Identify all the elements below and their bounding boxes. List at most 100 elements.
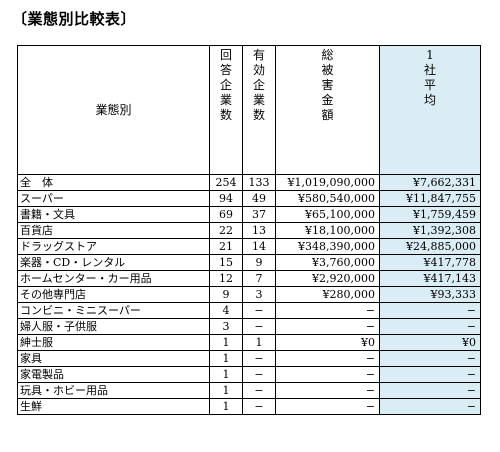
header-valid: 有効企業数 [242,45,276,175]
cell-total-damage: ¥2,920,000 [275,270,380,287]
cell-category: ドラッグストア [17,238,210,255]
cell-average: ¥417,143 [379,270,481,287]
header-total-damage: 総被害金額 [275,45,380,175]
header-char: 答 [219,63,232,77]
header-char: 効 [252,63,265,77]
table-row: 家電製品 1− − − [17,366,481,383]
cell-valid: 14 [242,238,276,255]
cell-valid: 1 [242,334,276,351]
table-row: 生鮮 1− − − [17,398,481,415]
cell-total-damage: − [275,382,380,399]
cell-valid: − [242,366,276,383]
cell-respondents: 69 [209,206,243,223]
header-char: 業 [219,93,232,107]
cell-average: ¥0 [379,334,481,351]
cell-respondents: 1 [209,366,243,383]
table-row: ドラッグストア 21 14 ¥348,390,000 ¥24,885,000 [17,238,481,255]
cell-average: − [379,302,481,319]
cell-respondents: 1 [209,398,243,415]
table-body: 全 体 254 133 ¥1,019,090,000 ¥7,662,331 スーパー 94 4… [17,174,481,415]
cell-total-damage: − [275,350,380,367]
cell-valid: 49 [242,190,276,207]
table-row: 婦人服・子供服 3− − − [17,318,481,335]
cell-category: 楽器・CD・レンタル [17,254,210,271]
table-row: 玩具・ホビー用品 1− − − [17,382,481,399]
header-char: 企 [219,78,232,92]
cell-respondents: 15 [209,254,243,271]
table-row: 家具 1− − − [17,350,481,367]
cell-valid: − [242,318,276,335]
cell-category: 書籍・文具 [17,206,210,223]
cell-valid: 9 [242,254,276,271]
vertical-label: 総被害金額 [277,47,379,124]
table-row: 紳士服 1 1 ¥0 ¥0 [17,334,481,351]
header-char: 企 [252,78,265,92]
cell-category: 紳士服 [17,334,210,351]
header-char: 平 [423,78,436,92]
table-row: 全 体 254 133 ¥1,019,090,000 ¥7,662,331 [17,174,481,191]
cell-category: その他専門店 [17,286,210,303]
cell-category: コンビニ・ミニスーパー [17,302,210,319]
table-row: 書籍・文具 69 37 ¥65,100,000 ¥1,759,459 [17,206,481,223]
cell-valid: − [242,302,276,319]
header-category: 業態別 [17,45,210,175]
cell-respondents: 254 [209,174,243,191]
header-char: 数 [219,108,232,122]
table-row: コンビニ・ミニスーパー 4− − − [17,302,481,319]
cell-average: ¥24,885,000 [379,238,481,255]
cell-respondents: 4 [209,302,243,319]
cell-respondents: 94 [209,190,243,207]
header-char: 被 [321,63,334,77]
vertical-label: 回答企業数 [211,47,242,124]
cell-total-damage: − [275,302,380,319]
cell-respondents: 1 [209,334,243,351]
header-respondents: 回答企業数 [209,45,243,175]
cell-average: ¥417,778 [379,254,481,271]
cell-average: − [379,366,481,383]
cell-respondents: 12 [209,270,243,287]
cell-average: − [379,382,481,399]
vertical-label: 有効企業数 [244,47,275,124]
header-char: 有 [252,48,265,62]
cell-average: − [379,350,481,367]
cell-total-damage: ¥580,540,000 [275,190,380,207]
cell-average: ¥7,662,331 [379,174,481,191]
cell-respondents: 1 [209,350,243,367]
cell-respondents: 3 [209,318,243,335]
cell-average: ¥93,333 [379,286,481,303]
table-row: 楽器・CD・レンタル 15 9 ¥3,760,000 ¥417,778 [17,254,481,271]
cell-total-damage: − [275,366,380,383]
header-char: 1 [426,48,434,62]
table-row: 百貨店 22 13 ¥18,100,000 ¥1,392,308 [17,222,481,239]
cell-respondents: 21 [209,238,243,255]
table-row: その他専門店 9 3 ¥280,000 ¥93,333 [17,286,481,303]
cell-category: 生鮮 [17,398,210,415]
header-char: 数 [252,108,265,122]
cell-total-damage: ¥0 [275,334,380,351]
table-row: スーパー 94 49 ¥580,540,000 ¥11,847,755 [17,190,481,207]
table-row: ホームセンター・カー用品 12 7 ¥2,920,000 ¥417,143 [17,270,481,287]
cell-average: − [379,398,481,415]
header-char: 金 [321,93,334,107]
cell-respondents: 1 [209,382,243,399]
cell-category: 家具 [17,350,210,367]
cell-total-damage: ¥280,000 [275,286,380,303]
cell-total-damage: − [275,318,380,335]
cell-valid: 7 [242,270,276,287]
cell-respondents: 22 [209,222,243,239]
cell-respondents: 9 [209,286,243,303]
header-char: 社 [423,63,436,77]
header-char: 均 [423,93,436,107]
header-char: 総 [321,48,334,62]
cell-category: 全 体 [17,174,210,191]
header-char: 業 [252,93,265,107]
cell-average: − [379,318,481,335]
cell-average: ¥1,392,308 [379,222,481,239]
cell-valid: − [242,398,276,415]
cell-valid: 3 [242,286,276,303]
cell-valid: 133 [242,174,276,191]
